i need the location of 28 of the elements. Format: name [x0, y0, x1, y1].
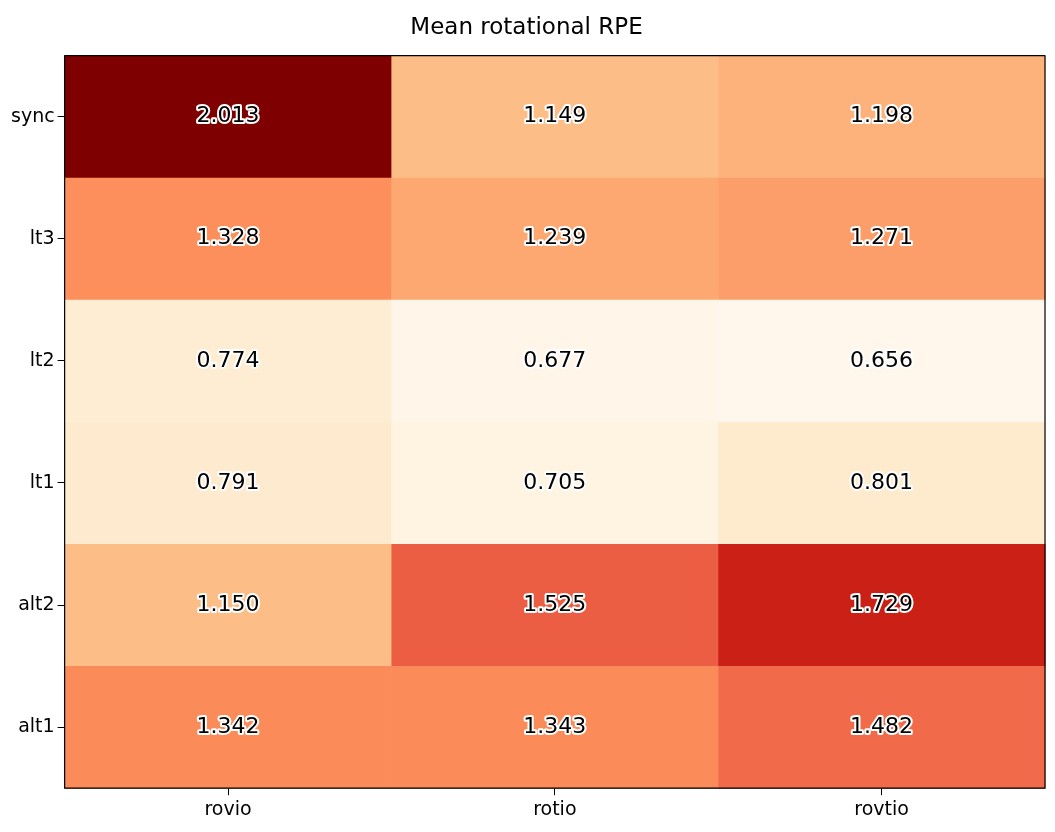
- y-tick-label: lt2: [29, 347, 55, 370]
- y-tick-label: lt1: [29, 469, 55, 492]
- data-label: 1.198: [850, 102, 914, 128]
- data-label: 0.774: [196, 346, 260, 372]
- data-label: 0.677: [523, 346, 587, 372]
- data-label: 1.729: [850, 590, 914, 616]
- y-tick-label: alt1: [18, 714, 55, 737]
- y-tick-label: sync: [10, 103, 55, 126]
- y-tick-label: alt2: [18, 591, 55, 614]
- data-label: 1.482: [850, 712, 914, 738]
- chart-title: Mean rotational RPE: [410, 12, 643, 39]
- data-label: 1.271: [850, 224, 914, 250]
- x-tick-label: rotio: [533, 796, 577, 819]
- y-tick-label: lt3: [29, 225, 55, 248]
- data-label: 1.149: [523, 102, 587, 128]
- data-label: 1.342: [196, 712, 260, 738]
- data-label: 1.328: [196, 224, 260, 250]
- data-label: 1.343: [523, 712, 587, 738]
- x-tick-label: rovtio: [854, 796, 909, 819]
- data-label: 2.013: [196, 102, 260, 128]
- data-label: 1.239: [523, 224, 587, 250]
- data-label: 1.150: [196, 590, 260, 616]
- data-label: 1.525: [523, 590, 587, 616]
- data-label: 0.656: [850, 346, 914, 372]
- data-label: 0.801: [850, 468, 914, 494]
- data-label: 0.705: [523, 468, 587, 494]
- data-label: 0.791: [196, 468, 260, 494]
- x-tick-label: rovio: [204, 796, 252, 819]
